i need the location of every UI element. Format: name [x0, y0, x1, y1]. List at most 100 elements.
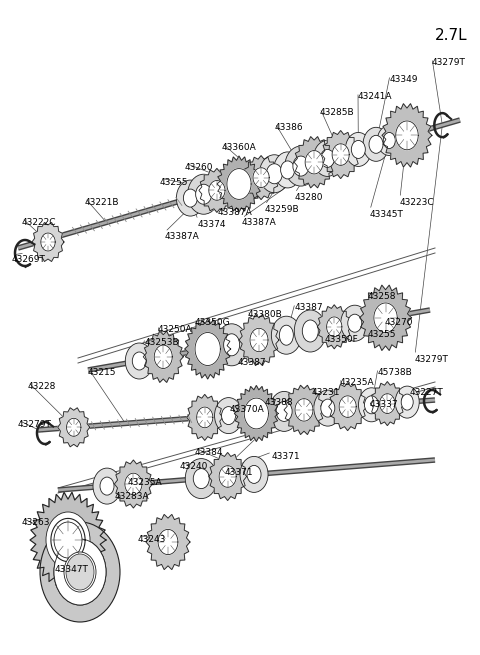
Text: 43255: 43255 [368, 330, 396, 339]
Ellipse shape [93, 468, 121, 504]
Ellipse shape [64, 552, 96, 592]
Text: 43280: 43280 [295, 193, 324, 202]
Polygon shape [234, 386, 278, 441]
Ellipse shape [348, 314, 362, 332]
Text: 43263: 43263 [22, 518, 50, 527]
Ellipse shape [125, 343, 153, 379]
Text: 43380B: 43380B [248, 310, 283, 319]
Ellipse shape [285, 146, 317, 186]
Polygon shape [332, 143, 349, 165]
Text: 43235A: 43235A [340, 378, 374, 387]
Polygon shape [371, 382, 404, 426]
Text: 43345T: 43345T [370, 210, 404, 219]
Polygon shape [243, 156, 279, 200]
Polygon shape [326, 317, 342, 337]
Text: 43347T: 43347T [55, 565, 89, 574]
Text: 43374: 43374 [198, 220, 227, 229]
Ellipse shape [313, 140, 341, 176]
Polygon shape [30, 493, 106, 588]
Text: 43243: 43243 [138, 535, 167, 544]
Ellipse shape [321, 399, 335, 417]
Ellipse shape [369, 136, 383, 153]
Ellipse shape [294, 310, 326, 352]
Ellipse shape [364, 396, 378, 414]
Text: 43255: 43255 [160, 178, 189, 187]
Text: 43235A: 43235A [128, 478, 163, 487]
Text: 43240: 43240 [180, 462, 208, 471]
Ellipse shape [269, 392, 299, 432]
Polygon shape [217, 156, 261, 212]
Polygon shape [246, 401, 266, 426]
Ellipse shape [276, 402, 292, 421]
Ellipse shape [215, 398, 242, 434]
Text: 43387A: 43387A [165, 232, 200, 241]
Text: 43387: 43387 [238, 358, 266, 367]
Text: 43260: 43260 [185, 163, 214, 172]
Ellipse shape [401, 394, 413, 410]
Polygon shape [199, 168, 235, 212]
Ellipse shape [222, 407, 236, 424]
Ellipse shape [196, 184, 212, 204]
Text: 43350G: 43350G [195, 318, 230, 327]
Polygon shape [209, 453, 247, 500]
Polygon shape [51, 518, 85, 561]
Polygon shape [305, 151, 323, 174]
Text: 43259B: 43259B [265, 205, 300, 214]
Ellipse shape [54, 522, 82, 558]
Polygon shape [284, 385, 324, 434]
Text: 43283A: 43283A [115, 492, 150, 501]
Polygon shape [396, 121, 418, 150]
Ellipse shape [176, 180, 204, 216]
Ellipse shape [216, 324, 248, 365]
Polygon shape [294, 137, 334, 188]
Ellipse shape [193, 468, 209, 489]
Text: 43360A: 43360A [222, 143, 257, 152]
Text: 2.7L: 2.7L [435, 28, 468, 43]
Ellipse shape [302, 320, 318, 342]
Text: 43227T: 43227T [410, 388, 444, 397]
Ellipse shape [54, 539, 106, 605]
Text: 43270: 43270 [385, 318, 413, 327]
Ellipse shape [314, 390, 342, 426]
Text: 43371: 43371 [225, 468, 253, 477]
Polygon shape [382, 103, 432, 167]
Polygon shape [197, 407, 213, 428]
Polygon shape [253, 168, 269, 187]
Polygon shape [339, 396, 356, 417]
Polygon shape [154, 345, 172, 369]
Ellipse shape [345, 132, 372, 166]
Polygon shape [187, 394, 223, 440]
Ellipse shape [363, 127, 389, 161]
Ellipse shape [40, 522, 120, 622]
Ellipse shape [240, 457, 268, 493]
Text: 43221B: 43221B [85, 198, 120, 207]
Polygon shape [158, 529, 178, 555]
Ellipse shape [341, 305, 369, 341]
Text: 43231: 43231 [312, 388, 340, 397]
Ellipse shape [279, 325, 293, 345]
Polygon shape [197, 335, 218, 362]
Text: 43386: 43386 [275, 123, 304, 132]
Polygon shape [185, 319, 231, 379]
Ellipse shape [247, 466, 261, 483]
Text: 43337: 43337 [370, 400, 398, 409]
Ellipse shape [359, 388, 384, 422]
Ellipse shape [266, 164, 282, 184]
Ellipse shape [274, 152, 301, 188]
Polygon shape [143, 331, 183, 383]
Polygon shape [380, 394, 395, 413]
Polygon shape [32, 223, 64, 261]
Polygon shape [239, 314, 279, 365]
Polygon shape [114, 460, 153, 508]
Polygon shape [244, 398, 268, 429]
Ellipse shape [383, 132, 395, 149]
Polygon shape [322, 130, 360, 179]
Ellipse shape [351, 140, 365, 159]
Polygon shape [146, 514, 190, 570]
Ellipse shape [46, 512, 90, 568]
Text: 43250A: 43250A [158, 325, 192, 334]
Polygon shape [58, 408, 90, 447]
Text: 43279T: 43279T [432, 58, 466, 67]
Polygon shape [329, 383, 367, 430]
Ellipse shape [321, 149, 335, 168]
